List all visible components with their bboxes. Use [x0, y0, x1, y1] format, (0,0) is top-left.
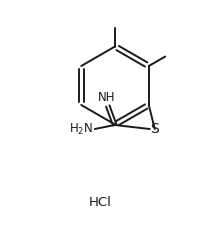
Text: HCl: HCl	[89, 196, 111, 209]
Text: H$_2$N: H$_2$N	[69, 121, 93, 137]
Text: NH: NH	[98, 91, 116, 104]
Text: S: S	[150, 122, 159, 136]
